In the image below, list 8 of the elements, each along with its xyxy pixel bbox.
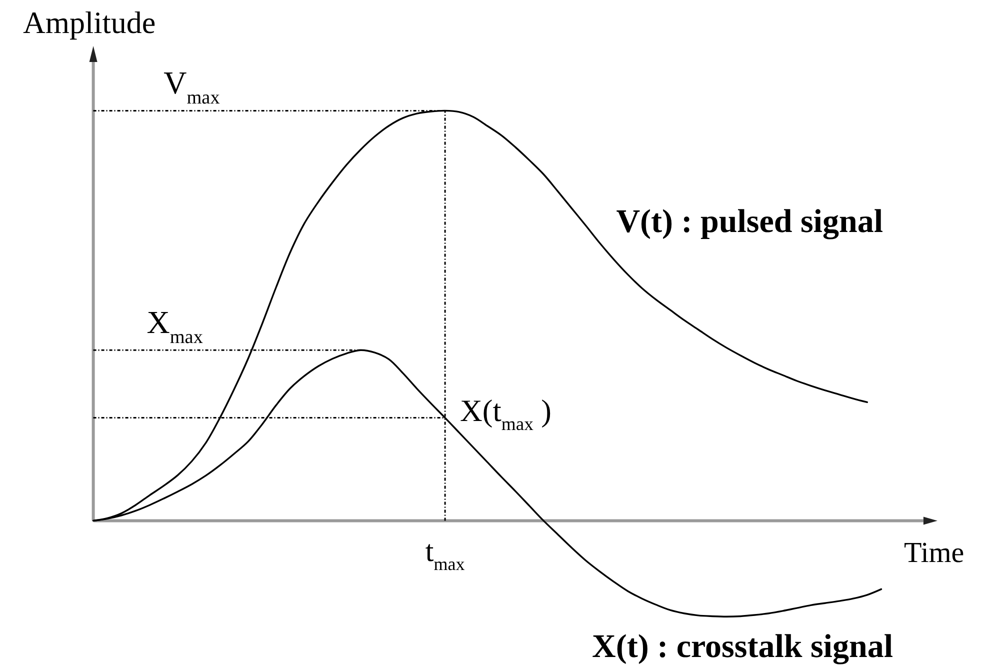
x-axis-title: Time — [904, 537, 964, 569]
ref-line-label: V$_{max}$ — [164, 64, 220, 108]
series-label: V(t) : pulsed signal — [616, 204, 883, 240]
annotation: X(t$_{max}$ ) — [460, 392, 552, 436]
annotation: t$_{max}$ — [425, 535, 465, 574]
ref-line-label: X$_{max}$ — [146, 304, 204, 348]
series-label: X(t) : crosstalk signal — [592, 629, 893, 665]
y-axis-title: Amplitude — [22, 5, 156, 40]
